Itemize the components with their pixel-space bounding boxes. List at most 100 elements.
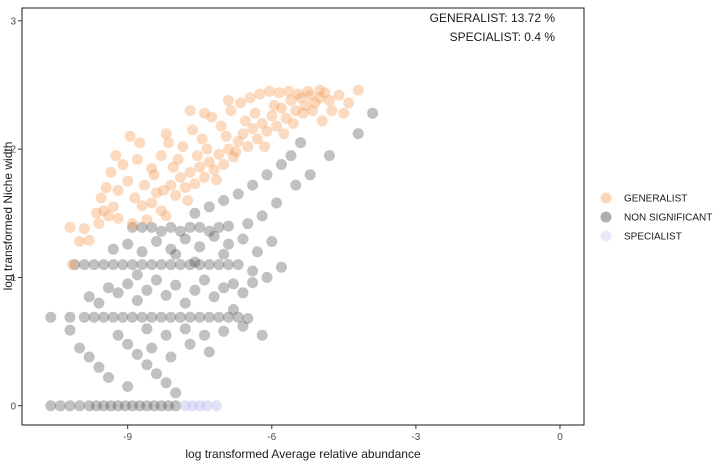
- point-generalist: [309, 97, 321, 109]
- point-generalist: [314, 84, 326, 96]
- point-non-significant: [98, 400, 110, 412]
- point-non-significant: [122, 338, 134, 350]
- point-generalist: [155, 150, 167, 162]
- point-non-significant: [117, 259, 129, 271]
- plot-panel: [21, 7, 585, 426]
- point-generalist: [170, 189, 182, 201]
- y-tick-label: 2: [10, 145, 16, 156]
- point-generalist: [283, 85, 295, 97]
- point-generalist: [148, 169, 160, 181]
- point-generalist: [100, 182, 112, 194]
- point-non-significant: [141, 323, 153, 335]
- point-generalist: [103, 210, 114, 222]
- point-non-significant: [256, 329, 268, 341]
- point-non-significant: [78, 311, 90, 323]
- point-non-significant: [223, 259, 234, 271]
- axes-layer: -9 -6 -3 0 0 1 2 3: [10, 16, 563, 443]
- point-specialist: [211, 400, 222, 412]
- point-non-significant: [194, 221, 206, 233]
- point-generalist: [316, 115, 328, 127]
- point-generalist: [232, 135, 244, 147]
- point-non-significant: [213, 221, 225, 233]
- point-non-significant: [165, 311, 177, 323]
- point-non-significant: [304, 169, 316, 181]
- point-generalist: [290, 105, 302, 117]
- point-non-significant: [194, 311, 206, 323]
- point-generalist: [326, 105, 338, 117]
- point-non-significant: [151, 236, 162, 247]
- point-generalist: [268, 100, 280, 111]
- x-tick-label: -6: [267, 432, 276, 443]
- point-non-significant: [122, 278, 134, 290]
- point-generalist: [218, 159, 230, 170]
- point-non-significant: [136, 311, 148, 323]
- point-non-significant: [78, 259, 90, 271]
- point-non-significant: [203, 346, 215, 358]
- point-non-significant: [141, 284, 153, 296]
- point-non-significant: [131, 269, 143, 281]
- point-non-significant: [83, 351, 95, 363]
- point-non-significant: [208, 291, 220, 303]
- point-non-significant: [184, 338, 196, 350]
- point-non-significant: [189, 284, 201, 296]
- point-non-significant: [223, 238, 234, 250]
- point-generalist: [134, 137, 146, 149]
- point-generalist: [175, 171, 186, 183]
- point-non-significant: [170, 279, 182, 291]
- point-non-significant: [155, 400, 167, 412]
- point-generalist: [292, 88, 304, 100]
- point-generalist: [333, 89, 345, 101]
- point-generalist: [266, 110, 278, 122]
- point-generalist: [254, 88, 266, 100]
- point-non-significant: [237, 233, 249, 245]
- point-generalist: [223, 94, 234, 106]
- point-non-significant: [218, 325, 230, 337]
- point-non-significant: [175, 225, 186, 237]
- point-generalist: [261, 125, 273, 137]
- point-non-significant: [105, 400, 117, 412]
- point-generalist: [146, 162, 158, 174]
- point-non-significant: [232, 188, 244, 200]
- point-non-significant: [74, 342, 86, 354]
- point-non-significant: [175, 259, 186, 271]
- point-non-significant: [64, 400, 76, 412]
- point-generalist: [165, 179, 177, 191]
- legend-label-specialist: SPECIALIST: [624, 232, 682, 243]
- point-generalist: [158, 184, 170, 196]
- point-non-significant: [45, 400, 57, 412]
- point-generalist: [136, 200, 148, 212]
- point-non-significant: [64, 311, 76, 323]
- point-generalist: [319, 87, 331, 99]
- legend: GENERALIST NON SIGNIFICANT SPECIALIST: [600, 192, 712, 243]
- point-generalist: [179, 182, 191, 194]
- point-generalist: [239, 115, 251, 127]
- point-non-significant: [256, 210, 268, 222]
- x-tick-label: 0: [557, 432, 563, 443]
- point-non-significant: [203, 311, 215, 323]
- point-generalist: [105, 166, 117, 178]
- point-non-significant: [232, 259, 244, 271]
- point-non-significant: [247, 179, 259, 191]
- point-generalist: [338, 107, 350, 119]
- point-non-significant: [54, 400, 66, 412]
- annotation-specialist: SPECIALIST: 0.4 %: [450, 30, 556, 44]
- point-generalist: [98, 205, 110, 217]
- point-generalist: [122, 175, 134, 187]
- point-generalist: [307, 105, 319, 117]
- point-non-significant: [261, 169, 273, 181]
- point-generalist: [177, 141, 189, 153]
- point-non-significant: [194, 259, 206, 271]
- point-generalist: [299, 100, 311, 111]
- point-non-significant: [184, 311, 196, 323]
- point-non-significant: [232, 311, 244, 323]
- point-non-significant: [98, 259, 110, 271]
- point-non-significant: [112, 400, 124, 412]
- point-generalist: [194, 161, 206, 173]
- point-generalist: [203, 156, 215, 168]
- point-non-significant: [213, 311, 225, 323]
- point-generalist: [352, 84, 364, 96]
- point-non-significant: [218, 195, 230, 206]
- point-non-significant: [160, 377, 172, 389]
- point-non-significant: [247, 265, 259, 277]
